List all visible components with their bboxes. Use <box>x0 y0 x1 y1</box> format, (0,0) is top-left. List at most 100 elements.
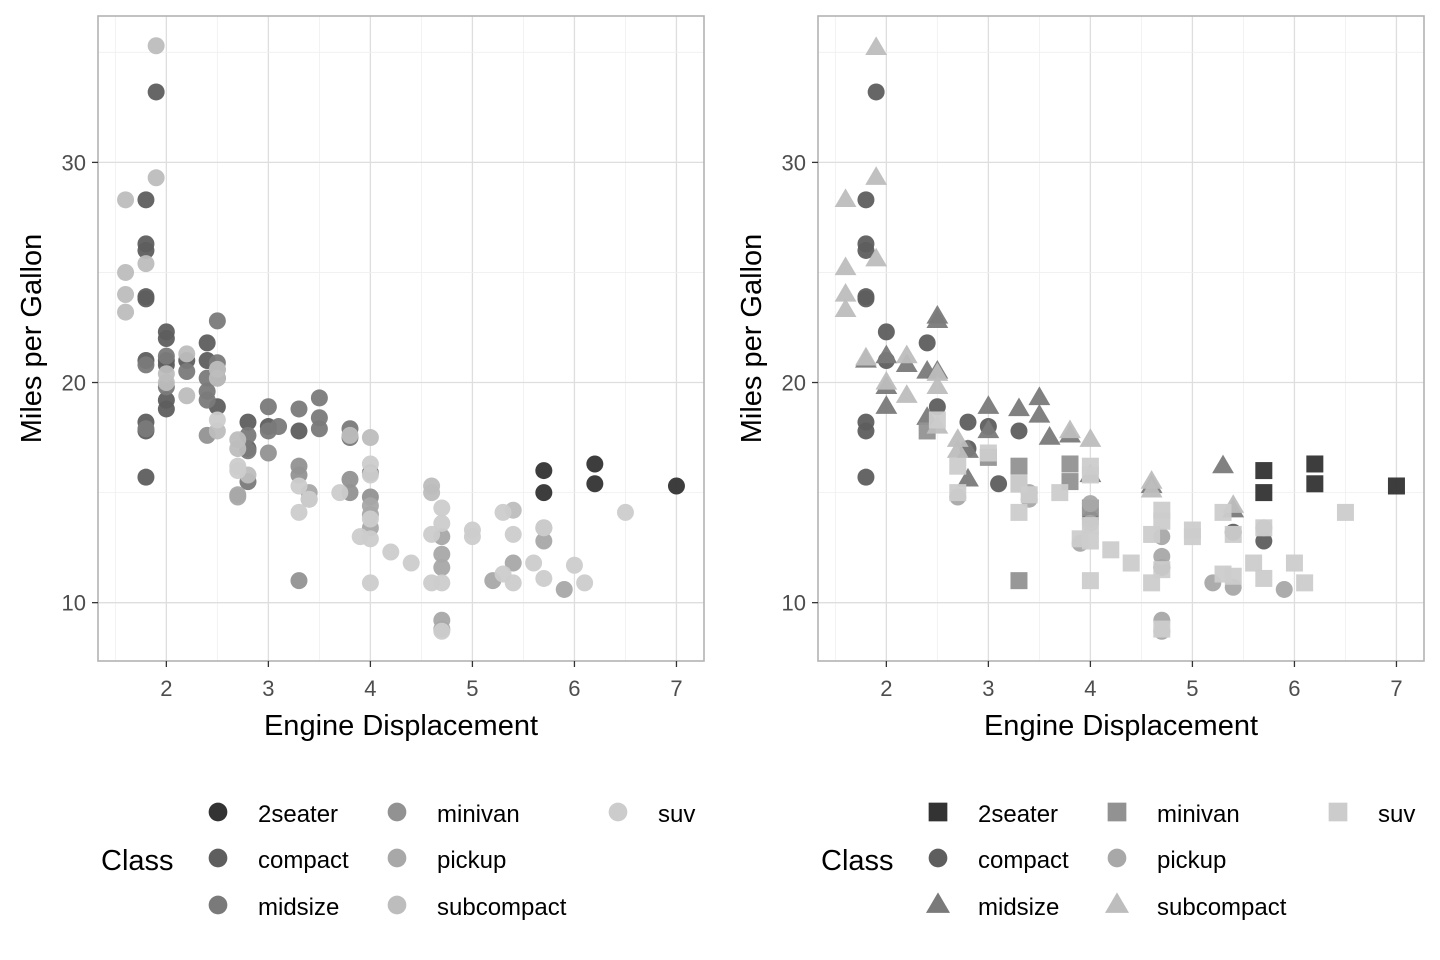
left-point-suv <box>504 525 522 543</box>
right-point-subcompact <box>946 428 969 447</box>
left-point-suv <box>565 556 583 574</box>
left-legend-key-pickup <box>387 848 407 868</box>
right-point-subcompact <box>895 384 918 403</box>
right-x-tick-label: 6 <box>1288 676 1300 701</box>
right-point-compact <box>857 422 875 440</box>
right-point-subcompact <box>865 166 888 185</box>
right-point-subcompact <box>1140 478 1163 498</box>
right-point-compact <box>959 413 977 431</box>
left-legend: Class 2seater compact midsize minivan pickup… <box>101 801 695 921</box>
right-point-pickup <box>1275 580 1293 598</box>
right-point-minivan <box>1010 572 1028 590</box>
left-point-subcompact <box>117 303 135 321</box>
right-x-tick-label: 5 <box>1186 676 1198 701</box>
right-legend-title: Class <box>821 845 894 877</box>
right-legend-key-subcompact <box>1104 892 1130 913</box>
right-legend-label-compact: compact <box>978 847 1069 874</box>
right-point-suv <box>979 444 997 462</box>
left-point-suv <box>463 528 481 546</box>
right-legend-label-pickup: pickup <box>1157 847 1226 874</box>
right-legend-label-minivan: minivan <box>1157 801 1240 828</box>
left-legend-key-minivan <box>387 802 407 822</box>
right-point-compact <box>857 241 875 259</box>
left-point-suv <box>290 477 308 495</box>
right-y-tick-label: 20 <box>782 371 806 396</box>
right-point-suv <box>1102 541 1120 559</box>
left-point-compact <box>157 400 175 418</box>
right-point-compact <box>857 290 875 308</box>
right-point-2seater <box>1255 484 1273 502</box>
right-legend-key-suv <box>1328 802 1348 822</box>
left-point-suv <box>433 514 451 532</box>
left-legend-key-subcompact <box>387 895 407 915</box>
left-point-subcompact <box>208 369 226 387</box>
right-point-midsize <box>1028 386 1051 406</box>
right-point-compact <box>857 191 875 209</box>
left-point-subcompact <box>423 484 441 502</box>
right-point-pickup <box>1153 547 1171 565</box>
right-y-tick-label: 30 <box>782 150 806 175</box>
left-point-suv <box>433 574 451 592</box>
left-point-suv <box>361 510 379 528</box>
right-point-subcompact <box>834 282 857 302</box>
left-point-suv <box>229 462 247 480</box>
left-point-suv <box>361 466 379 484</box>
left-point-compact <box>137 468 155 486</box>
left-point-2seater <box>535 462 553 480</box>
left-point-midsize <box>208 312 226 330</box>
left-legend-key-suv <box>608 802 628 822</box>
left-panel: 2 3 4 5 6 7 10 20 30 Engine Displacement Miles p… <box>16 15 705 921</box>
right-point-subcompact <box>865 247 888 267</box>
left-point-subcompact <box>341 426 359 444</box>
left-point-midsize <box>157 347 175 365</box>
left-point-suv <box>576 574 594 592</box>
right-x-tick-label: 7 <box>1390 676 1402 701</box>
right-point-minivan <box>1010 457 1028 475</box>
left-legend-label-minivan: minivan <box>437 801 520 828</box>
left-point-subcompact <box>157 374 175 392</box>
left-x-tick-label: 6 <box>568 676 580 701</box>
left-plot-area <box>97 15 705 662</box>
right-point-compact <box>877 323 895 341</box>
left-point-pickup <box>535 532 553 550</box>
right-point-midsize <box>1212 454 1234 474</box>
right-point-compact <box>1255 532 1273 550</box>
left-x-axis-title: Engine Displacement <box>264 710 538 742</box>
right-point-midsize <box>875 344 898 364</box>
left-axes: 2 3 4 5 6 7 10 20 30 <box>62 150 683 701</box>
right-legend-label-suv: suv <box>1378 801 1415 828</box>
right-legend-key-pickup <box>1107 848 1127 868</box>
right-point-suv <box>1255 519 1273 537</box>
right-point-compact <box>918 334 936 352</box>
right-point-subcompact <box>834 298 857 318</box>
right-point-suv <box>1296 574 1314 592</box>
right-data-points <box>834 36 1405 640</box>
right-x-tick-label: 3 <box>982 676 994 701</box>
right-point-suv <box>1153 512 1171 530</box>
left-point-midsize <box>270 418 288 436</box>
left-point-subcompact <box>178 387 196 405</box>
left-legend-label-2seater: 2seater <box>258 801 338 828</box>
left-y-tick-label: 10 <box>62 591 86 616</box>
right-point-suv <box>1020 486 1038 504</box>
right-point-suv <box>928 411 946 429</box>
left-point-compact <box>137 290 155 308</box>
right-legend-key-midsize <box>925 892 951 913</box>
right-legend: Class 2seater compact midsize minivan pickup… <box>821 801 1415 921</box>
right-point-compact <box>928 398 946 416</box>
left-legend-title: Class <box>101 845 174 877</box>
right-point-suv <box>1153 561 1171 579</box>
right-point-subcompact <box>834 256 857 276</box>
left-point-subcompact <box>147 169 165 187</box>
right-point-suv <box>1081 572 1099 590</box>
right-point-suv <box>1010 503 1028 521</box>
left-point-suv <box>535 519 553 537</box>
right-legend-key-minivan <box>1107 802 1127 822</box>
right-plot-border <box>817 15 1425 662</box>
right-point-suv <box>1081 532 1099 550</box>
left-point-midsize <box>259 398 277 416</box>
left-point-minivan <box>341 470 359 488</box>
right-point-midsize <box>875 395 898 414</box>
right-point-midsize <box>957 467 979 487</box>
